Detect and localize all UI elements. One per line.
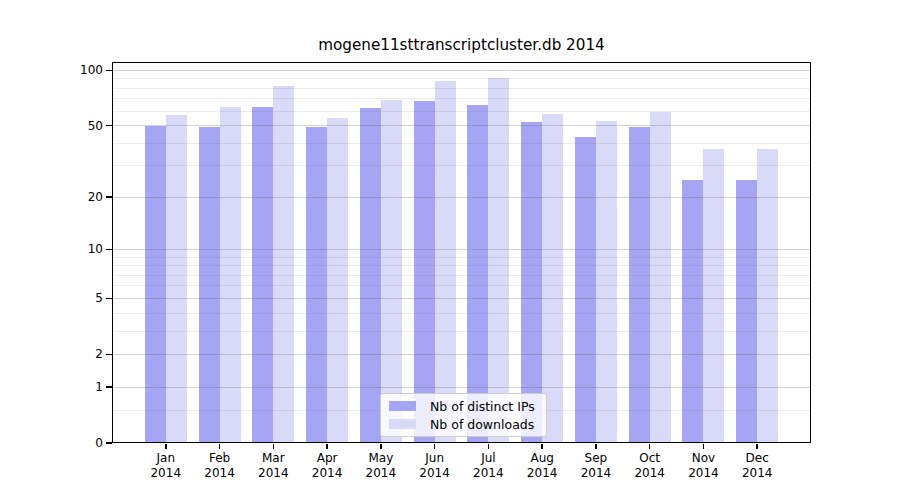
x-tick-mark bbox=[326, 444, 328, 449]
x-tick-month: Mar bbox=[243, 451, 303, 466]
y-tick-mark bbox=[106, 354, 112, 356]
x-tick-label: Dec2014 bbox=[727, 451, 787, 480]
x-tick-mark bbox=[273, 444, 275, 449]
x-tick-mark bbox=[219, 444, 221, 449]
x-tick-year: 2014 bbox=[727, 466, 787, 481]
x-tick-label: Apr2014 bbox=[297, 451, 357, 480]
legend-swatch-nb-of-downloads bbox=[389, 419, 416, 429]
legend: Nb of distinct IPs Nb of downloads bbox=[380, 393, 547, 437]
y-tick-mark bbox=[106, 196, 112, 198]
x-tick-month: Jan bbox=[136, 451, 196, 466]
x-tick-label: May2014 bbox=[351, 451, 411, 480]
x-tick-label: Oct2014 bbox=[620, 451, 680, 480]
x-tick-month: May bbox=[351, 451, 411, 466]
x-tick-year: 2014 bbox=[297, 466, 357, 481]
legend-item: Nb of downloads bbox=[387, 415, 540, 433]
x-tick-label: Jun2014 bbox=[405, 451, 465, 480]
bar-nb-of-downloads bbox=[650, 112, 671, 443]
x-tick-label: Jan2014 bbox=[136, 451, 196, 480]
x-tick-month: Jul bbox=[458, 451, 518, 466]
bar-nb-of-downloads bbox=[220, 107, 241, 443]
x-tick-month: Sep bbox=[566, 451, 626, 466]
y-tick-label: 5 bbox=[0, 290, 103, 306]
x-tick-year: 2014 bbox=[458, 466, 518, 481]
y-tick-label: 10 bbox=[0, 241, 103, 257]
x-tick-label: Jul2014 bbox=[458, 451, 518, 480]
x-tick-month: Dec bbox=[727, 451, 787, 466]
x-tick-month: Feb bbox=[190, 451, 250, 466]
y-tick-label: 1 bbox=[0, 379, 103, 395]
legend-item: Nb of distinct IPs bbox=[387, 397, 540, 415]
x-tick-month: Oct bbox=[620, 451, 680, 466]
x-tick-month: Aug bbox=[512, 451, 572, 466]
x-tick-mark bbox=[380, 444, 382, 449]
x-tick-year: 2014 bbox=[566, 466, 626, 481]
x-tick-mark bbox=[703, 444, 705, 449]
y-tick-label: 0 bbox=[0, 435, 103, 451]
x-tick-year: 2014 bbox=[190, 466, 250, 481]
bar-nb-of-distinct-ips bbox=[414, 101, 435, 443]
bar-nb-of-downloads bbox=[596, 121, 617, 443]
bar-nb-of-downloads bbox=[273, 86, 294, 443]
x-tick-label: Feb2014 bbox=[190, 451, 250, 480]
x-tick-year: 2014 bbox=[512, 466, 572, 481]
y-tick-mark bbox=[106, 386, 112, 388]
x-tick-label: Aug2014 bbox=[512, 451, 572, 480]
bar-nb-of-distinct-ips bbox=[629, 127, 650, 443]
legend-swatch-nb-of-distinct-ips bbox=[389, 401, 416, 411]
bar-nb-of-distinct-ips bbox=[306, 127, 327, 443]
y-tick-label: 20 bbox=[0, 189, 103, 205]
figure: mogene11sttranscriptcluster.db 2014 0 1 2 5… bbox=[0, 0, 900, 500]
y-tick-mark bbox=[106, 249, 112, 251]
bar-nb-of-downloads bbox=[703, 149, 724, 443]
x-tick-year: 2014 bbox=[620, 466, 680, 481]
bar-nb-of-distinct-ips bbox=[252, 107, 273, 443]
x-tick-year: 2014 bbox=[673, 466, 733, 481]
bar-nb-of-distinct-ips bbox=[575, 137, 596, 443]
x-tick-label: Sep2014 bbox=[566, 451, 626, 480]
bar-nb-of-downloads bbox=[435, 81, 456, 443]
y-tick-mark bbox=[106, 442, 112, 444]
bar-nb-of-distinct-ips bbox=[736, 180, 757, 443]
x-tick-year: 2014 bbox=[351, 466, 411, 481]
bar-nb-of-distinct-ips bbox=[199, 127, 220, 443]
y-tick-mark bbox=[106, 298, 112, 300]
x-tick-label: Nov2014 bbox=[673, 451, 733, 480]
x-tick-month: Nov bbox=[673, 451, 733, 466]
bar-nb-of-downloads bbox=[488, 78, 509, 443]
legend-label: Nb of downloads bbox=[430, 417, 534, 432]
x-tick-mark bbox=[165, 444, 167, 449]
bar-nb-of-downloads bbox=[166, 115, 187, 443]
y-tick-label: 2 bbox=[0, 346, 103, 362]
bar-nb-of-downloads bbox=[327, 118, 348, 443]
x-tick-mark bbox=[434, 444, 436, 449]
x-tick-year: 2014 bbox=[243, 466, 303, 481]
bars-layer bbox=[112, 62, 811, 443]
x-tick-year: 2014 bbox=[136, 466, 196, 481]
x-tick-label: Mar2014 bbox=[243, 451, 303, 480]
y-tick-mark bbox=[106, 70, 112, 72]
bar-nb-of-distinct-ips bbox=[145, 126, 166, 443]
x-tick-mark bbox=[649, 444, 651, 449]
x-tick-month: Apr bbox=[297, 451, 357, 466]
x-tick-mark bbox=[488, 444, 490, 449]
bar-nb-of-distinct-ips bbox=[682, 180, 703, 443]
x-tick-mark bbox=[541, 444, 543, 449]
legend-label: Nb of distinct IPs bbox=[430, 399, 535, 414]
bar-nb-of-distinct-ips bbox=[360, 108, 381, 443]
y-tick-label: 100 bbox=[0, 62, 103, 78]
x-tick-mark bbox=[595, 444, 597, 449]
x-tick-mark bbox=[756, 444, 758, 449]
bar-nb-of-downloads bbox=[757, 149, 778, 443]
x-tick-month: Jun bbox=[405, 451, 465, 466]
y-tick-mark bbox=[106, 125, 112, 127]
bar-nb-of-downloads bbox=[381, 100, 402, 443]
x-tick-year: 2014 bbox=[405, 466, 465, 481]
chart-title: mogene11sttranscriptcluster.db 2014 bbox=[112, 36, 811, 54]
y-tick-label: 50 bbox=[0, 118, 103, 134]
